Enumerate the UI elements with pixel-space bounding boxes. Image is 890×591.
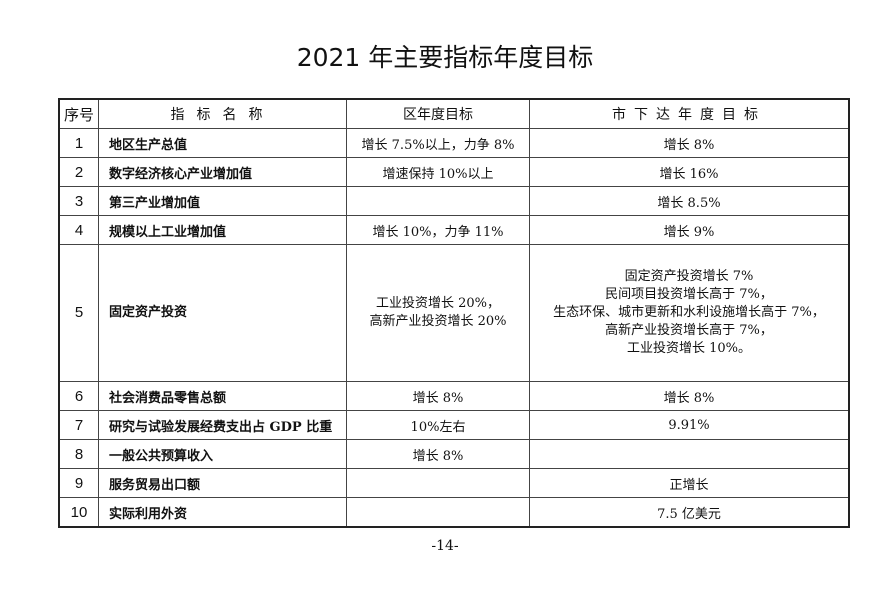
city-target: 正增长 (529, 468, 850, 498)
city-target-line: 正增长 (669, 477, 709, 493)
indicator-name: 数字经济核心产业增加值 (98, 157, 347, 187)
indicator-name: 社会消费品零售总额 (98, 381, 347, 411)
table-row: 2 数字经济核心产业增加值 增速保持 10%以上 增长 16% (58, 157, 850, 187)
row-number: 8 (58, 439, 99, 469)
indicator-name: 规模以上工业增加值 (98, 215, 347, 245)
indicator-name: 服务贸易出口额 (98, 468, 347, 498)
city-target-line: 增长 8% (663, 137, 715, 153)
city-target: 固定资产投资增长 7% 民间项目投资增长高于 7%， 生态环保、城市更新和水利设施增… (529, 244, 850, 382)
district-target: 增速保持 10%以上 (346, 157, 530, 187)
row-number: 3 (58, 186, 99, 216)
table-header-row: 序号 指标名称 区年度目标 市下达年度目标 (58, 98, 850, 129)
district-target-line: 工业投资增长 20%， (375, 296, 501, 311)
targets-table: 序号 指标名称 区年度目标 市下达年度目标 1 地区生产总值 增长 7.5%以上，力… (58, 98, 850, 528)
row-number: 6 (58, 381, 99, 411)
row-number: 10 (58, 497, 99, 528)
city-target-line: 生态环保、城市更新和水利设施增长高于 7%， (553, 305, 825, 320)
city-target (529, 439, 850, 469)
table-row: 7 研究与试验发展经费支出占 GDP 比重 10%左右 9.91% (58, 410, 850, 440)
header-name: 指标名称 (98, 98, 347, 129)
district-target: 增长 8% (346, 439, 530, 469)
row-number: 5 (58, 244, 99, 382)
city-target-line: 固定资产投资增长 7% (624, 269, 754, 284)
table-row: 1 地区生产总值 增长 7.5%以上，力争 8% 增长 8% (58, 128, 850, 158)
table-row: 5 固定资产投资 工业投资增长 20%， 高新产业投资增长 20% 固定资产投资增长 7… (58, 244, 850, 382)
district-target: 增长 8% (346, 381, 530, 411)
page-title: 2021 年主要指标年度目标 (296, 43, 594, 72)
city-target: 增长 8% (529, 381, 850, 411)
district-target: 增长 7.5%以上，力争 8% (346, 128, 530, 158)
indicator-name: 实际利用外资 (98, 497, 347, 528)
table-row: 6 社会消费品零售总额 增长 8% 增长 8% (58, 381, 850, 411)
table-row: 8 一般公共预算收入 增长 8% (58, 439, 850, 469)
city-target-line: 民间项目投资增长高于 7%， (605, 287, 773, 302)
city-target-line: 增长 8.5% (657, 195, 721, 211)
indicator-name: 研究与试验发展经费支出占 GDP 比重 (98, 410, 347, 440)
district-target (346, 186, 530, 216)
district-target-line: 高新产业投资增长 20% (369, 314, 507, 329)
header-no: 序号 (58, 98, 99, 129)
page-number: -14- (431, 538, 459, 554)
city-target-line: 增长 16% (659, 166, 719, 182)
city-target: 7.5 亿美元 (529, 497, 850, 528)
city-target: 增长 8.5% (529, 186, 850, 216)
indicator-name: 固定资产投资 (98, 244, 347, 382)
city-target-line: 高新产业投资增长高于 7%， (605, 323, 773, 338)
row-number: 4 (58, 215, 99, 245)
city-target: 增长 8% (529, 128, 850, 158)
city-target-line: 增长 8% (663, 390, 715, 406)
city-target-line: 增长 9% (663, 224, 715, 240)
district-target (346, 497, 530, 528)
row-number: 7 (58, 410, 99, 440)
table-row: 3 第三产业增加值 增长 8.5% (58, 186, 850, 216)
city-target: 增长 9% (529, 215, 850, 245)
indicator-name: 第三产业增加值 (98, 186, 347, 216)
city-target: 9.91% (529, 410, 850, 440)
city-target: 增长 16% (529, 157, 850, 187)
city-target-line: 7.5 亿美元 (657, 506, 721, 522)
row-number: 1 (58, 128, 99, 158)
row-number: 9 (58, 468, 99, 498)
indicator-name: 一般公共预算收入 (98, 439, 347, 469)
district-target: 10%左右 (346, 410, 530, 440)
indicator-name: 地区生产总值 (98, 128, 347, 158)
district-target (346, 468, 530, 498)
district-target: 工业投资增长 20%， 高新产业投资增长 20% (346, 244, 530, 382)
table-row: 4 规模以上工业增加值 增长 10%，力争 11% 增长 9% (58, 215, 850, 245)
header-district: 区年度目标 (346, 98, 530, 129)
row-number: 2 (58, 157, 99, 187)
table-row: 9 服务贸易出口额 正增长 (58, 468, 850, 498)
city-target-line: 工业投资增长 10%。 (626, 341, 752, 356)
city-target-line: 9.91% (668, 417, 710, 433)
table-row: 10 实际利用外资 7.5 亿美元 (58, 497, 850, 528)
header-city: 市下达年度目标 (529, 98, 850, 129)
district-target: 增长 10%，力争 11% (346, 215, 530, 245)
